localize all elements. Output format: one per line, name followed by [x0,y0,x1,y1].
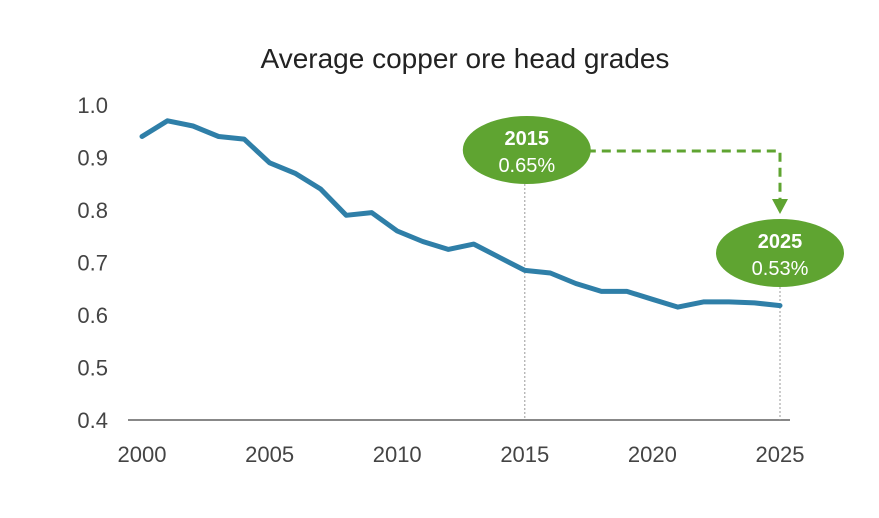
x-tick-label: 2010 [373,442,422,467]
x-tick-label: 2025 [756,442,805,467]
annotation-value: 0.65% [498,155,555,177]
annotation-year: 2025 [758,231,803,253]
annotation-arrow [586,149,782,200]
x-tick-label: 2005 [245,442,294,467]
annotation-bubble [462,116,591,184]
y-tick-label: 0.6 [77,303,108,328]
y-tick-label: 0.7 [77,251,108,276]
annotation-value: 0.53% [752,258,809,280]
arrow-head-icon [772,199,788,214]
data-line [139,118,783,310]
y-tick-label: 1.0 [77,93,108,118]
y-tick-label: 0.4 [77,408,108,433]
chart-title: Average copper ore head grades [261,43,670,74]
y-tick-label: 0.9 [77,146,108,171]
x-tick-label: 2020 [628,442,677,467]
annotation-bubble [716,219,844,287]
x-tick-label: 2000 [118,442,167,467]
annotation-year: 2015 [505,128,550,150]
y-tick-label: 0.8 [77,198,108,223]
x-tick-label: 2015 [500,442,549,467]
y-tick-label: 0.5 [77,356,108,381]
